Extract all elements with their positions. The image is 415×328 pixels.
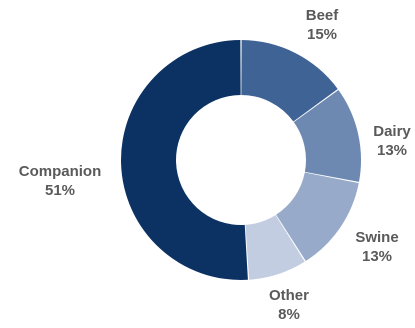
slice-other (245, 215, 305, 280)
label-swine: Swine 13% (355, 229, 398, 265)
label-companion-name: Companion (19, 163, 102, 180)
slice-dairy (293, 89, 362, 182)
slice-labels: Beef 15% Dairy 13% Swine 13% Other 8% Companion 5… (19, 7, 412, 323)
label-swine-name: Swine (355, 229, 398, 246)
label-beef-value: 15% (307, 26, 337, 43)
label-dairy: Dairy 13% (373, 123, 411, 159)
donut-slices (121, 40, 362, 280)
slice-companion (121, 40, 248, 280)
label-companion-value: 51% (45, 182, 75, 199)
label-swine-value: 13% (362, 248, 392, 265)
label-dairy-value: 13% (377, 142, 407, 159)
label-other-value: 8% (278, 306, 300, 323)
label-other-name: Other (269, 287, 309, 304)
label-beef-name: Beef (306, 7, 340, 24)
label-other: Other 8% (269, 287, 309, 323)
slice-beef (241, 40, 338, 122)
slice-swine (276, 172, 359, 261)
label-companion: Companion 51% (19, 163, 102, 199)
label-beef: Beef 15% (306, 7, 340, 43)
label-dairy-name: Dairy (373, 123, 411, 140)
